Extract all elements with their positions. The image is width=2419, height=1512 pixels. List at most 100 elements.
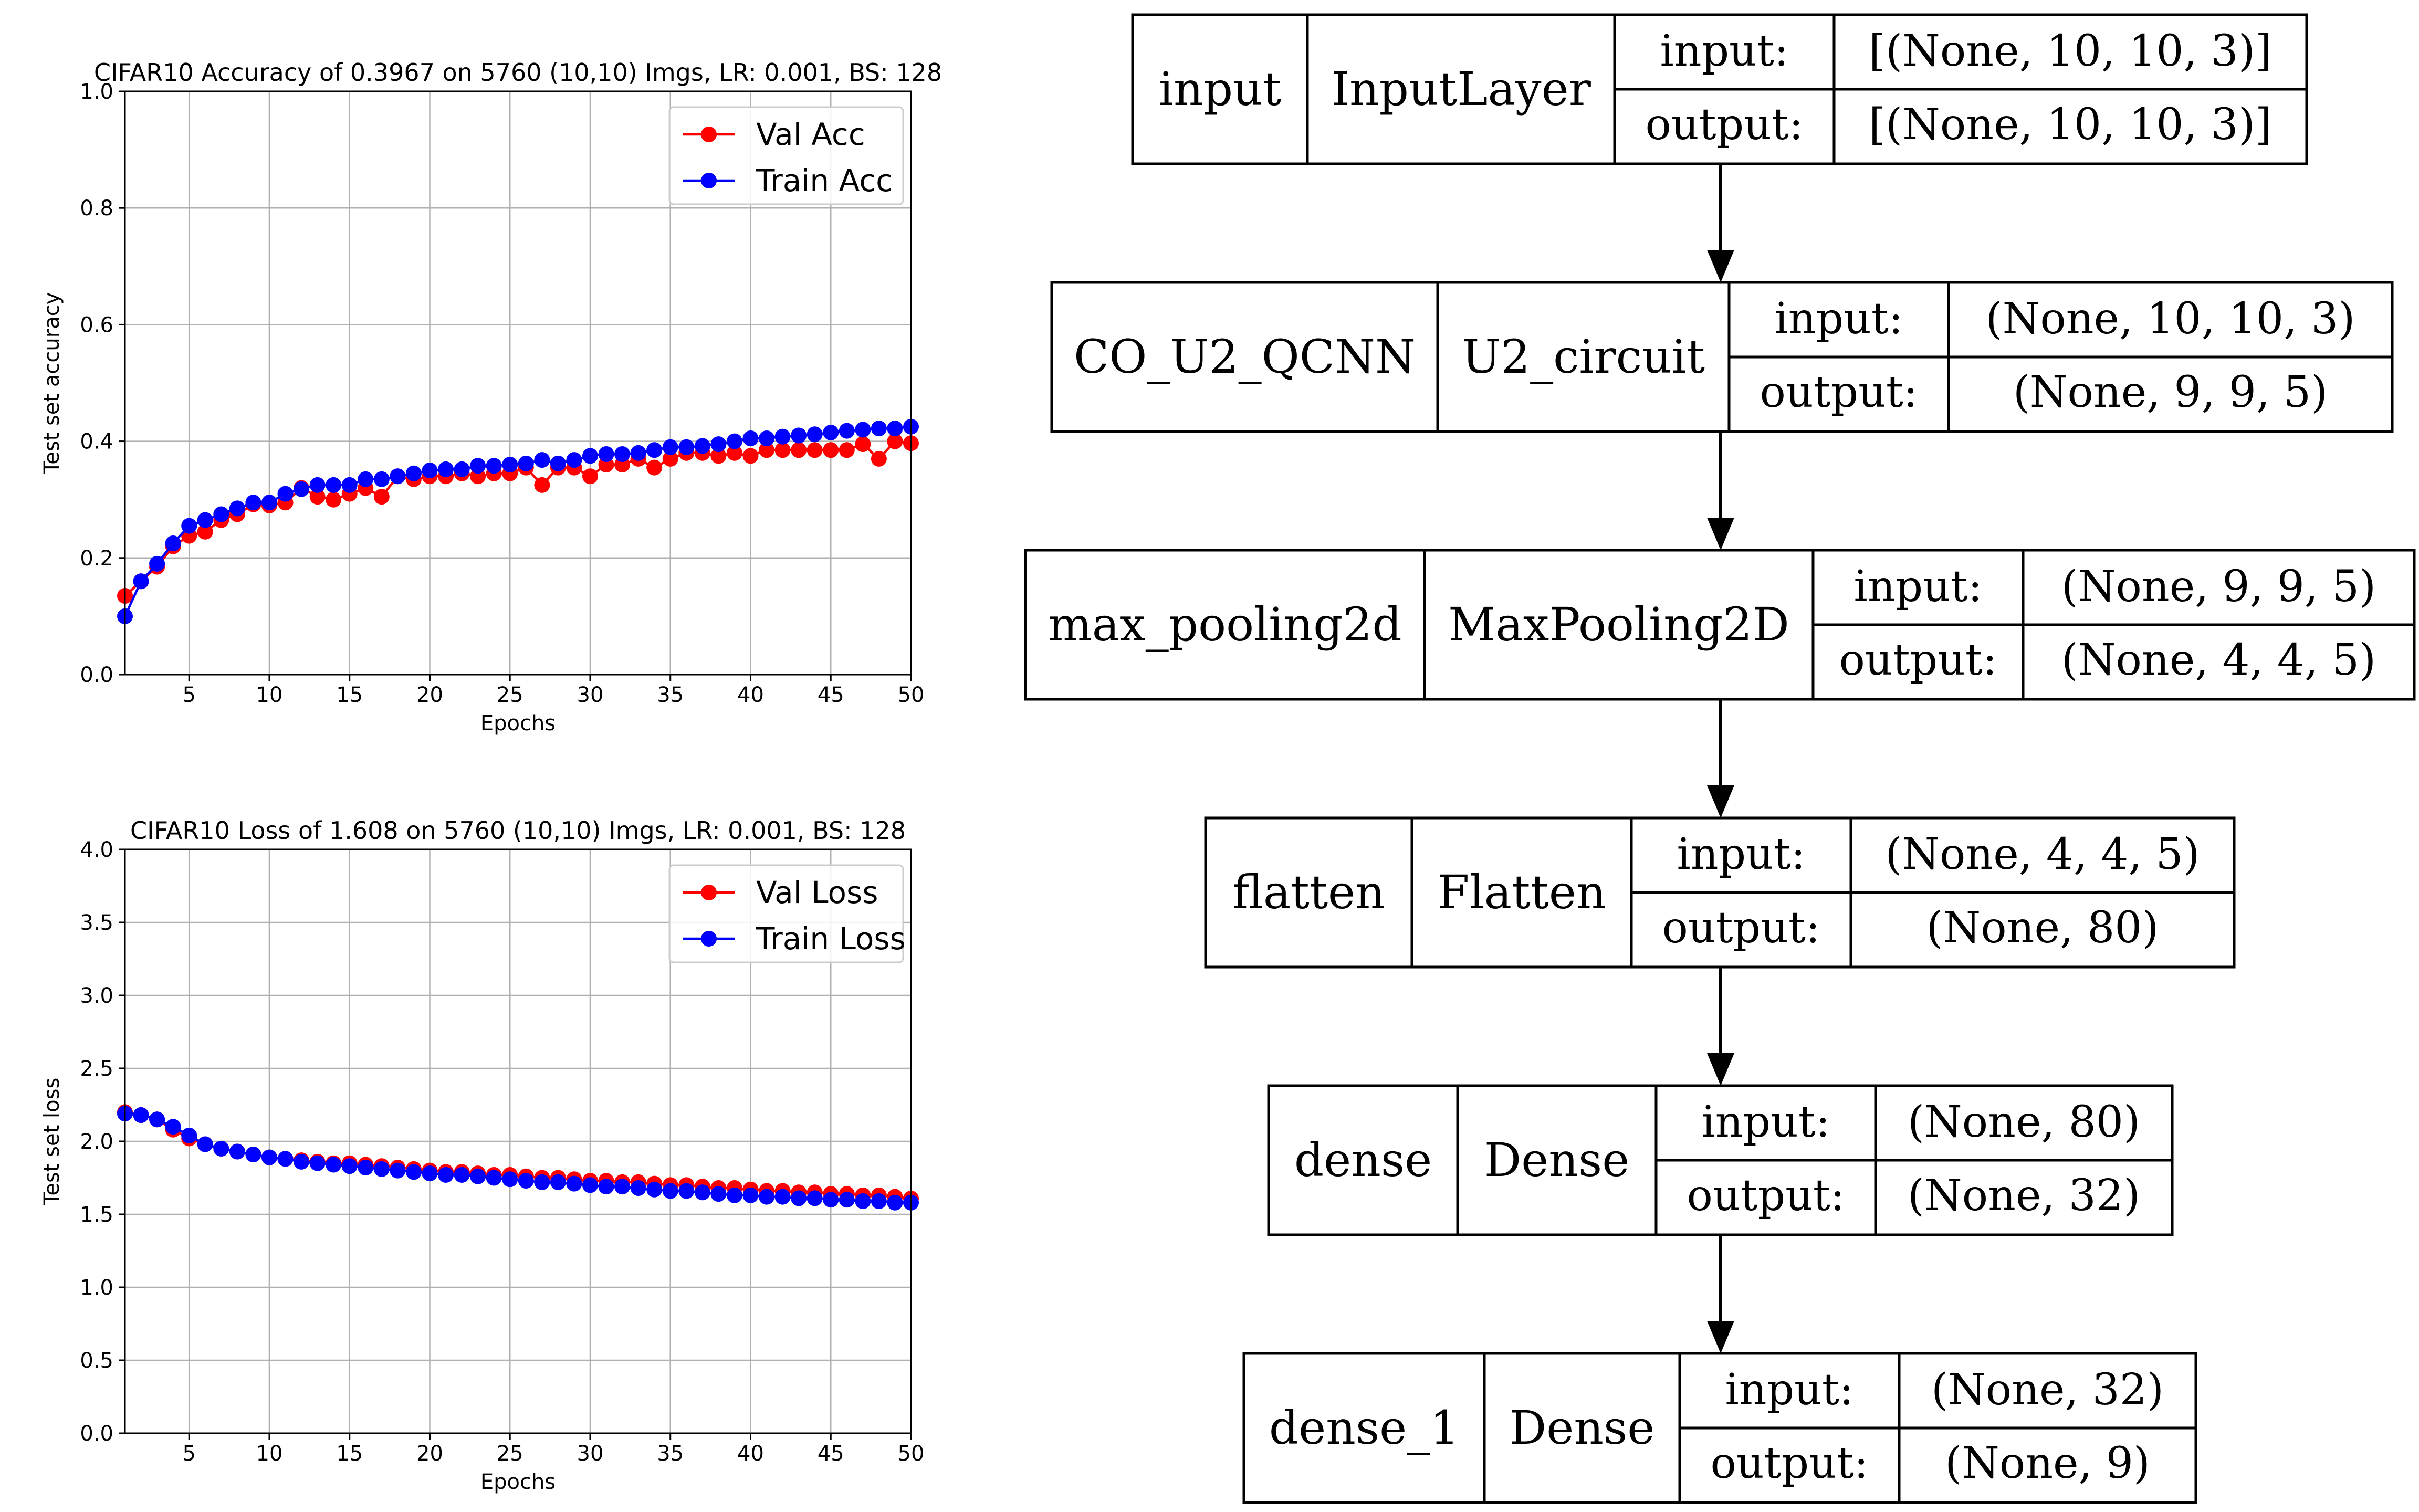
y-axis-label: Test set accuracy xyxy=(40,292,64,475)
x-tick-label: 25 xyxy=(497,683,523,707)
model-diagram: input InputLayer input: output: [(None, 10, … xyxy=(1024,13,2416,1504)
data-point xyxy=(373,471,390,487)
x-tick-label: 10 xyxy=(256,683,283,707)
output-label: output: xyxy=(1839,635,1997,685)
data-point xyxy=(887,1194,903,1211)
data-point xyxy=(662,439,678,455)
data-point xyxy=(871,1193,887,1209)
data-point xyxy=(390,468,406,485)
input-shape: (None, 4, 4, 5) xyxy=(1885,830,2200,879)
data-point xyxy=(614,1179,631,1195)
legend-marker xyxy=(701,127,717,142)
data-point xyxy=(726,1187,742,1203)
chart-title: CIFAR10 Loss of 1.608 on 5760 (10,10) Im… xyxy=(130,816,906,845)
data-point xyxy=(438,1167,454,1183)
data-point xyxy=(486,1170,502,1186)
data-point xyxy=(470,458,486,474)
layer-name: flatten xyxy=(1232,865,1385,919)
legend-label: Val Loss xyxy=(756,875,878,910)
data-point xyxy=(726,445,742,461)
data-point xyxy=(823,424,839,440)
data-point xyxy=(133,573,149,590)
x-tick-label: 20 xyxy=(416,1442,443,1466)
x-tick-label: 35 xyxy=(657,683,684,707)
data-point xyxy=(630,445,646,461)
data-point xyxy=(165,1119,181,1135)
layer-name: input xyxy=(1159,62,1281,116)
data-point xyxy=(149,555,165,572)
data-point xyxy=(614,446,631,463)
data-point xyxy=(887,433,903,449)
training-charts: 5 10 15 20 25 30 35 40 45 500.00.20.40.60.81.0CIF… xyxy=(40,58,942,1494)
layer-type: Dense xyxy=(1510,1401,1655,1455)
data-point xyxy=(871,450,887,467)
output-shape: (None, 9) xyxy=(1945,1438,2150,1488)
y-tick-label: 4.0 xyxy=(80,838,113,862)
y-tick-label: 0.2 xyxy=(80,547,113,571)
data-point xyxy=(742,1187,759,1203)
input-label: input: xyxy=(1677,830,1806,879)
output-label: output: xyxy=(1760,368,1918,417)
data-point xyxy=(839,442,855,458)
y-tick-label: 2.0 xyxy=(80,1130,113,1154)
data-point xyxy=(566,452,582,468)
layer-node-input: input InputLayer input: output: [(None, 10, … xyxy=(1131,13,2308,165)
input-label: input: xyxy=(1775,294,1903,344)
output-shape: (None, 4, 4, 5) xyxy=(2061,635,2376,685)
x-tick-label: 50 xyxy=(898,683,925,707)
data-point xyxy=(197,1136,213,1152)
x-tick-label: 30 xyxy=(577,1442,604,1466)
y-tick-label: 0.8 xyxy=(80,196,113,220)
layer-type: InputLayer xyxy=(1331,62,1591,116)
data-point xyxy=(309,1155,326,1171)
data-point xyxy=(534,1174,550,1190)
data-point xyxy=(502,1171,518,1188)
legend-label: Train Loss xyxy=(756,921,906,957)
data-point xyxy=(839,423,855,439)
legend-label: Train Acc xyxy=(756,163,893,198)
layer-name: max_pooling2d xyxy=(1048,597,1401,652)
data-point xyxy=(678,1183,695,1199)
output-label: output: xyxy=(1687,1171,1845,1221)
chart-title: CIFAR10 Accuracy of 0.3967 on 5760 (10,1… xyxy=(94,58,942,87)
data-point xyxy=(807,442,823,458)
data-point xyxy=(245,495,261,511)
chart-2: 5 10 15 20 25 30 35 40 45 50 0.0 0.5 1.0 1.5 2.0 2.5 3.0… xyxy=(40,816,924,1494)
layer-type: U2_circuit xyxy=(1462,330,1705,384)
data-point xyxy=(245,1147,261,1163)
y-tick-label: 0.5 xyxy=(80,1349,113,1373)
input-shape: (None, 32) xyxy=(1931,1365,2164,1415)
data-point xyxy=(823,1192,839,1208)
x-tick-label: 10 xyxy=(256,1442,283,1466)
y-tick-label: 0.4 xyxy=(80,430,113,454)
data-point xyxy=(550,455,566,471)
data-point xyxy=(309,477,326,493)
x-tick-label: 5 xyxy=(182,1442,195,1466)
input-label: input: xyxy=(1702,1097,1830,1147)
input-shape: (None, 9, 9, 5) xyxy=(2061,562,2376,612)
data-point xyxy=(550,1174,566,1190)
data-point xyxy=(165,536,181,552)
layer-name: dense xyxy=(1294,1133,1432,1187)
data-point xyxy=(358,1160,374,1176)
y-tick-label: 3.0 xyxy=(80,984,113,1008)
data-point xyxy=(759,430,775,447)
layer-node-flatten: flatten Flatten input: output: (None, 4, 4, … xyxy=(1204,816,2236,969)
data-point xyxy=(534,452,550,468)
output-shape: (None, 9, 9, 5) xyxy=(2013,368,2328,417)
x-tick-label: 40 xyxy=(737,1442,764,1466)
x-tick-label: 5 xyxy=(182,683,195,707)
x-tick-label: 35 xyxy=(657,1442,684,1466)
data-point xyxy=(261,1149,277,1166)
y-tick-label: 1.0 xyxy=(80,1276,113,1300)
data-point xyxy=(518,455,534,471)
y-tick-label: 0.0 xyxy=(80,663,113,687)
data-point xyxy=(197,512,213,528)
flow-arrow-head xyxy=(1707,1053,1734,1086)
legend-marker xyxy=(701,931,717,947)
data-point xyxy=(678,439,695,455)
x-tick-label: 50 xyxy=(898,1442,925,1466)
x-tick-label: 30 xyxy=(577,683,604,707)
input-shape: (None, 80) xyxy=(1908,1097,2140,1147)
